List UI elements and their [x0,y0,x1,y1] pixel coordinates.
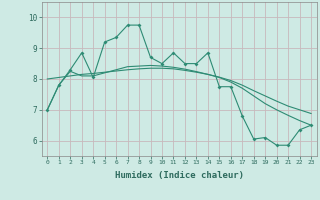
X-axis label: Humidex (Indice chaleur): Humidex (Indice chaleur) [115,171,244,180]
